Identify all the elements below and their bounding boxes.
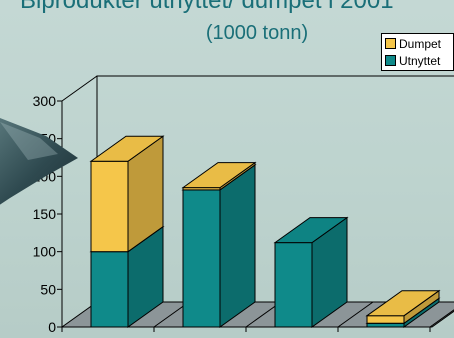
bar-top (273, 217, 349, 244)
bar-stack (365, 289, 441, 328)
decorative-shape (0, 118, 78, 205)
floor-divider (429, 309, 454, 328)
bar-front (90, 251, 129, 328)
bar-front (366, 322, 405, 328)
bar-front (366, 315, 405, 324)
bar-stack (273, 216, 349, 328)
legend-item-dumpet: Dumpet (385, 36, 441, 52)
bar-front (90, 160, 129, 253)
bar-segment-dumpet (181, 161, 257, 191)
y-tick-label: 300 (33, 93, 57, 109)
legend-swatch-dumpet (385, 38, 396, 49)
bar-segment-dumpet (365, 289, 441, 325)
legend-label-utnyttet: Utnyttet (399, 54, 441, 68)
side-wall-edge (61, 75, 98, 102)
y-tick-label: 100 (33, 244, 57, 260)
bar-segment-utnyttet (273, 216, 349, 328)
legend: Dumpet Utnyttet (381, 33, 454, 71)
bar-side (219, 163, 256, 328)
legend-label-dumpet: Dumpet (399, 37, 442, 51)
bar-top (89, 135, 165, 162)
floor-divider (337, 301, 374, 328)
chart-title: Biprodukter utnyttet/ dumpet i 2001 (20, 0, 394, 14)
bar-front (274, 242, 313, 328)
bar-stack (181, 161, 257, 328)
chart-subtitle: (1000 tonn) (205, 22, 309, 44)
bar-top (181, 162, 257, 189)
legend-item-utnyttet: Utnyttet (385, 53, 440, 69)
y-tick-label: 50 (40, 281, 56, 297)
bar-segment-dumpet (89, 135, 165, 253)
y-tick-label: 150 (33, 206, 57, 222)
bar-stack (89, 135, 165, 328)
bars (89, 135, 441, 328)
bar-front (182, 189, 221, 328)
legend-swatch-utnyttet (385, 55, 396, 66)
y-tick-label: 0 (48, 319, 56, 335)
bar-top (365, 290, 441, 317)
